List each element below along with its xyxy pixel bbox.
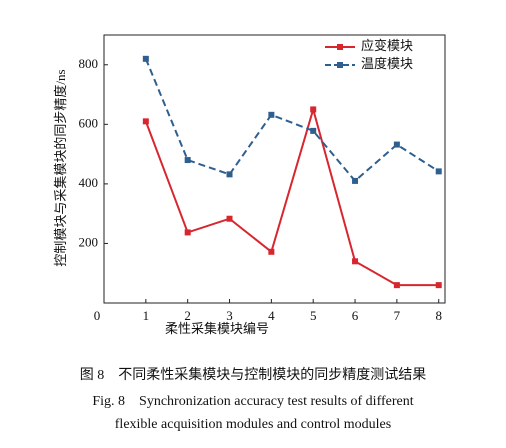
x-tick-label: 7 [394,308,401,323]
caption-en: flexible acquisition modules and control… [115,417,391,432]
x-axis-label: 柔性采集模块编号 [165,321,269,336]
caption-en: Fig. 8 Synchronization accuracy test res… [92,394,413,409]
x-tick-label: 0 [94,308,101,323]
data-point [393,282,400,289]
x-tick-label: 4 [268,308,275,323]
data-point [393,141,400,148]
data-point [268,248,275,255]
plot-frame [103,34,446,304]
series-line [144,58,440,183]
data-point [184,157,191,164]
data-point [435,282,442,289]
y-tick-label: 400 [79,175,99,190]
data-point [226,171,233,178]
x-tick-label: 5 [310,308,317,323]
data-point [352,258,359,265]
legend-label: 温度模块 [361,56,413,71]
data-point [310,106,317,113]
x-tick-label: 8 [435,308,442,323]
data-point [310,127,317,134]
y-tick-label: 200 [79,234,99,249]
legend-marker [337,62,343,68]
legend-label: 应变模块 [361,38,413,53]
data-point [184,229,191,236]
legend-marker [337,44,343,50]
y-axis-label: 控制模块与采集模块的同步精度/ns [53,69,68,266]
caption-cn: 图 8 不同柔性采集模块与控制模块的同步精度测试结果 [80,366,427,383]
data-point [142,55,149,62]
series-line [144,105,439,287]
y-tick-label: 600 [79,115,99,130]
x-tick-label: 1 [143,308,150,323]
y-tick-label: 800 [79,56,99,71]
x-tick-label: 2 [184,308,191,323]
data-point [268,111,275,118]
data-point [142,118,149,125]
x-tick-label: 3 [226,308,233,323]
data-point [352,177,359,184]
data-point [435,168,442,175]
x-tick-label: 6 [352,308,359,323]
data-point [226,215,233,222]
